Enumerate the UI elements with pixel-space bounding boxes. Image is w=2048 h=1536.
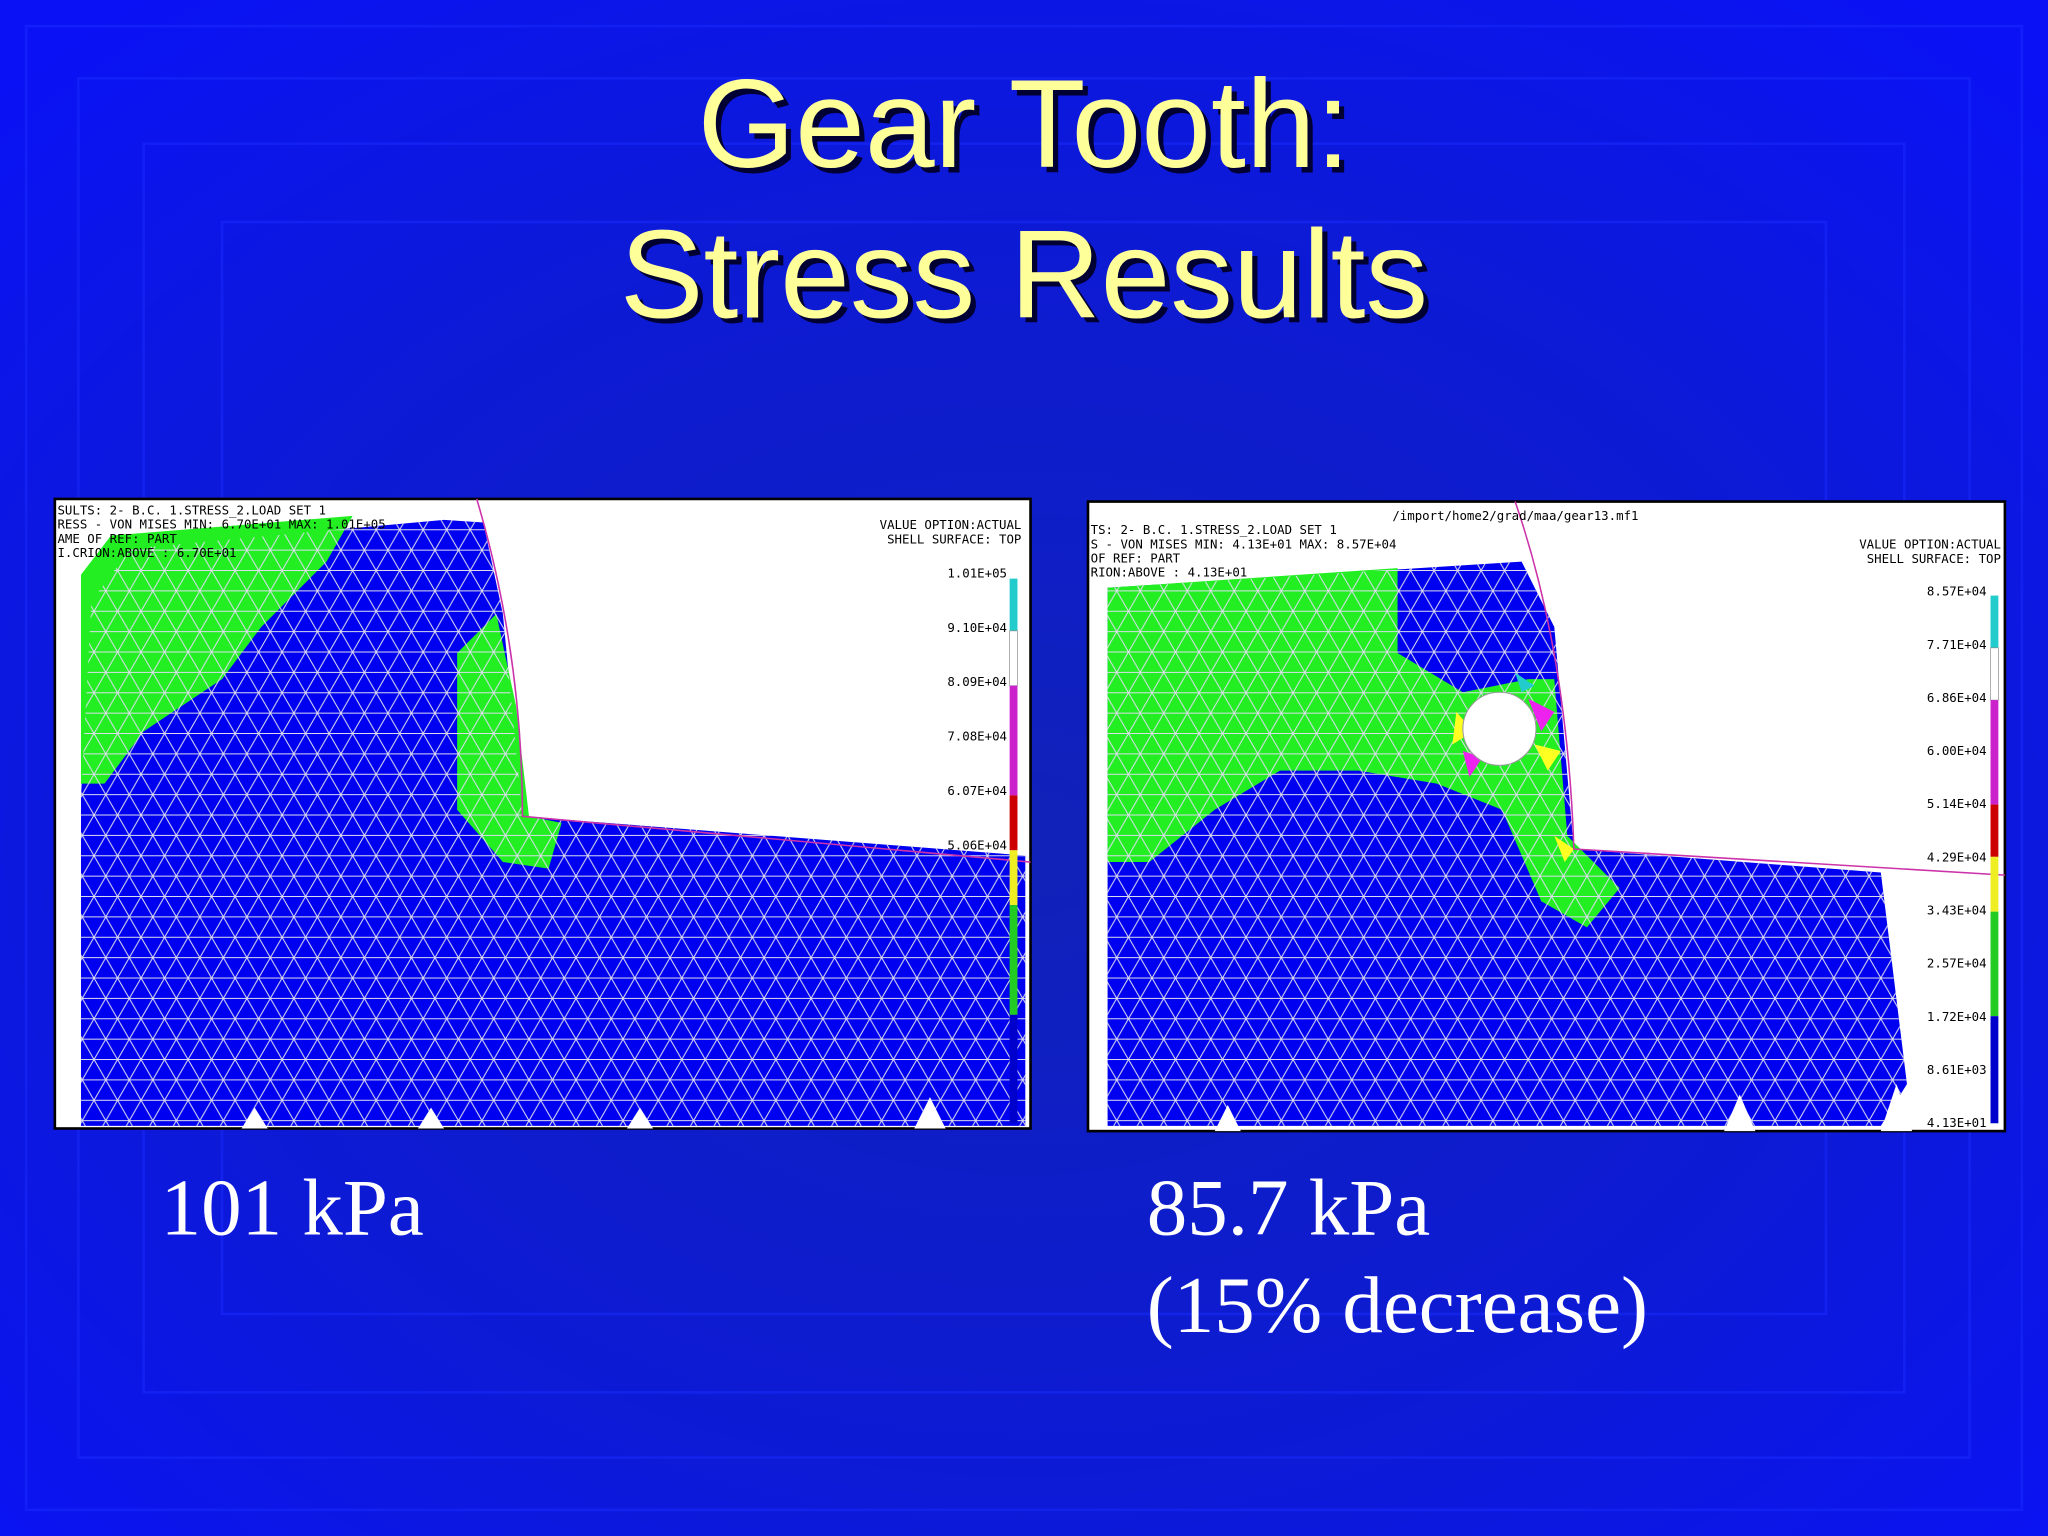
panel-option: SHELL SURFACE: TOP (1867, 551, 2001, 566)
panel-option: VALUE OPTION:ACTUAL (880, 517, 1022, 532)
legend-label: 8.57E+04 (1927, 584, 1987, 599)
caption: 85.7 kPa (1147, 1162, 1430, 1252)
legend-label: 6.07E+04 (947, 783, 1007, 798)
legend-label: 4.13E+01 (1927, 1115, 1987, 1130)
legend-label: 5.06E+04 (947, 838, 1007, 853)
title-shadow: Gear Tooth: (703, 58, 1356, 199)
panel-header: I.CRION:ABOVE : 6.70E+01 (57, 545, 236, 560)
file-path: /import/home2/grad/maa/gear13.mf1 (1392, 508, 1638, 523)
caption: 101 kPa (161, 1162, 424, 1252)
panel-header: OF REF: PART (1091, 550, 1181, 565)
legend-label: 8.09E+04 (947, 674, 1007, 689)
legend-label: 7.71E+04 (1927, 637, 1987, 652)
legend-label: 6.00E+04 (1927, 743, 1987, 758)
title-shadow: Stress Results (625, 209, 1433, 350)
panel-header: RESS - VON MISES MIN: 6.70E+01 MAX: 1.01… (57, 517, 385, 532)
panel-header: SULTS: 2- B.C. 1.STRESS_2.LOAD SET 1 (57, 503, 326, 518)
legend-label: 9.10E+04 (947, 620, 1007, 635)
legend-label: 8.61E+03 (1927, 1062, 1987, 1077)
caption: (15% decrease) (1147, 1260, 1648, 1350)
left-panel (53, 497, 1032, 1130)
panel-header: S - VON MISES MIN: 4.13E+01 MAX: 8.57E+0… (1091, 536, 1397, 551)
legend-label: 1.01E+05 (947, 565, 1007, 580)
panel-option: VALUE OPTION:ACTUAL (1859, 537, 2001, 552)
right-panel (1086, 500, 2007, 1133)
legend-label: 6.86E+04 (1927, 690, 1987, 705)
panel-header: RION:ABOVE : 4.13E+01 (1091, 565, 1248, 580)
legend-label: 5.14E+04 (1927, 796, 1987, 811)
legend-label: 2.57E+04 (1927, 956, 1987, 971)
title-line: Gear Tooth: (698, 53, 1351, 194)
legend-label: 3.43E+04 (1927, 903, 1987, 918)
legend-label: 1.72E+04 (1927, 1009, 1987, 1024)
title-line: Stress Results (620, 203, 1428, 344)
panel-header: TS: 2- B.C. 1.STRESS_2.LOAD SET 1 (1091, 522, 1337, 537)
panel-option: SHELL SURFACE: TOP (887, 531, 1021, 546)
legend-label: 4.29E+04 (1927, 849, 1987, 864)
panel-header: AME OF REF: PART (57, 531, 177, 546)
legend-label: 7.08E+04 (947, 729, 1007, 744)
